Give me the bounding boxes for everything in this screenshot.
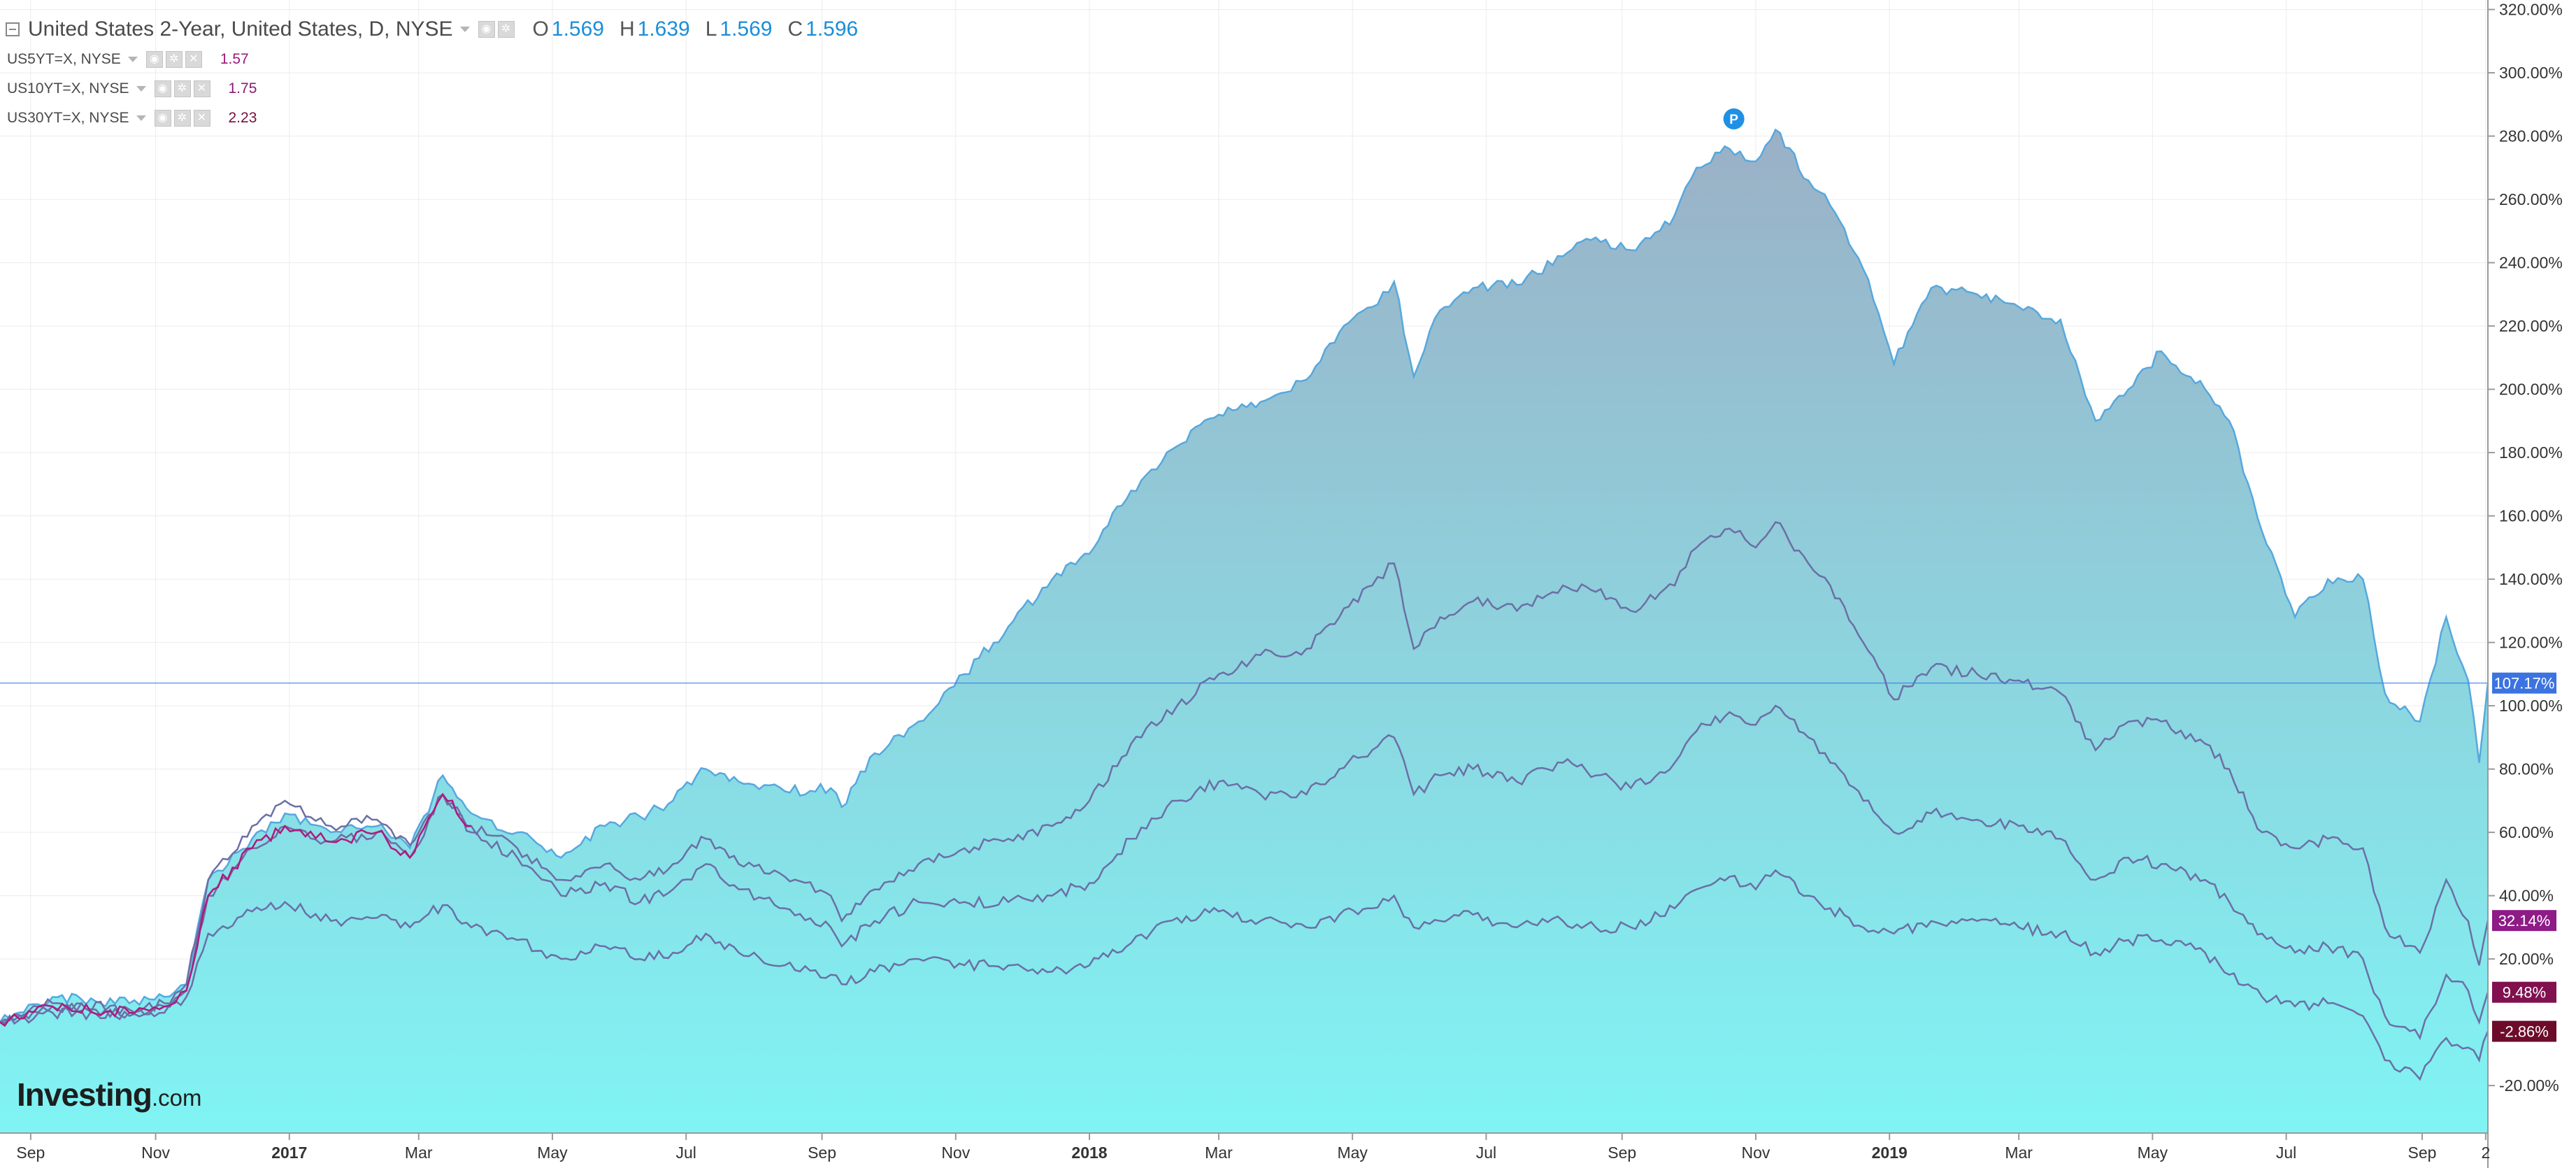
main-series-title: United States 2-Year, United States, D, … — [28, 17, 453, 41]
collapse-icon[interactable] — [6, 22, 20, 36]
eye-icon[interactable]: ◉ — [145, 51, 163, 68]
compare-legend-us30y: US30YT=X, NYSE ◉ ✲ ✕ 2.23 — [7, 108, 257, 129]
pin-letter: P — [1729, 113, 1738, 127]
time-tick-label: May — [2138, 1144, 2168, 1162]
close-value: 1.596 — [806, 17, 859, 41]
series-line-us10y — [0, 704, 2489, 1041]
primary-area-series — [0, 128, 2489, 1133]
time-tick-label: 2 — [2481, 1144, 2490, 1162]
investing-logo: Investing.com — [17, 1076, 201, 1113]
compare-name: US10YT=X, NYSE — [7, 80, 129, 97]
compare-legend-us5y: US5YT=X, NYSE ◉ ✲ ✕ 1.57 — [7, 49, 249, 70]
open-value: 1.569 — [551, 17, 604, 41]
chevron-down-icon[interactable] — [136, 86, 146, 92]
compare-value: 1.57 — [220, 51, 249, 67]
badge-current: 107.17% — [2494, 675, 2555, 692]
price-tick-label: 240.00% — [2499, 254, 2563, 272]
time-tick-label: Sep — [16, 1144, 45, 1162]
price-tick-label: 120.00% — [2499, 634, 2563, 652]
chart-legend: United States 2-Year, United States, D, … — [0, 0, 1119, 140]
time-tick-label: Nov — [941, 1144, 970, 1162]
compare-legend-us10y: US10YT=X, NYSE ◉ ✲ ✕ 1.75 — [7, 78, 257, 99]
time-tick-label: Sep — [808, 1144, 836, 1162]
price-tick-label: -20.00% — [2499, 1076, 2559, 1095]
close-icon[interactable]: ✕ — [185, 51, 202, 68]
gear-icon[interactable]: ✲ — [165, 51, 183, 68]
badge-us5y-bg — [2492, 910, 2556, 932]
high-value: 1.639 — [637, 17, 690, 41]
price-tick-label: 60.00% — [2499, 823, 2554, 841]
close-icon[interactable]: ✕ — [193, 80, 210, 97]
price-tick-label: 280.00% — [2499, 127, 2563, 145]
gear-icon[interactable]: ✲ — [173, 110, 191, 127]
gear-icon[interactable]: ✲ — [497, 21, 515, 38]
compare-value: 1.75 — [228, 80, 257, 97]
time-tick-label: Mar — [2005, 1144, 2033, 1162]
compare-name: US5YT=X, NYSE — [7, 51, 121, 67]
time-tick-label: Sep — [1608, 1144, 1636, 1162]
close-icon[interactable]: ✕ — [193, 110, 210, 127]
price-tick-label: 260.00% — [2499, 190, 2563, 208]
time-tick-label: Mar — [1205, 1144, 1233, 1162]
series-line-us5y — [0, 521, 2489, 1026]
time-tick-label: Jul — [675, 1144, 696, 1162]
series-line-us5y-early — [0, 792, 472, 1027]
eye-icon[interactable]: ◉ — [478, 21, 495, 38]
logo-brand: Investing — [17, 1076, 152, 1113]
price-tick-label: 320.00% — [2499, 1, 2563, 19]
price-tick-label: 200.00% — [2499, 380, 2563, 399]
badge-us10y: 9.48% — [2503, 984, 2546, 1002]
price-tick-label: 20.00% — [2499, 950, 2554, 968]
eye-icon[interactable]: ◉ — [154, 80, 171, 97]
price-tick-label: 160.00% — [2499, 507, 2563, 525]
badge-us10y-bg — [2492, 981, 2556, 1003]
price-tick-label: 300.00% — [2499, 64, 2563, 82]
price-tick-label: 100.00% — [2499, 697, 2563, 715]
pin-icon[interactable] — [1723, 108, 1745, 129]
logo-suffix: .com — [151, 1085, 202, 1111]
eye-icon[interactable]: ◉ — [154, 110, 171, 127]
chevron-down-icon[interactable] — [459, 27, 470, 32]
price-tick-label: 140.00% — [2499, 570, 2563, 588]
compare-value: 2.23 — [228, 110, 257, 126]
chevron-down-icon[interactable] — [136, 115, 146, 121]
high-label: H — [619, 17, 635, 41]
time-tick-label: Nov — [141, 1144, 170, 1162]
time-tick-label: May — [1337, 1144, 1368, 1162]
pin-marker[interactable]: P — [1723, 108, 1745, 129]
chevron-down-icon[interactable] — [127, 57, 138, 62]
price-tick-label: 40.00% — [2499, 887, 2554, 905]
low-value: 1.569 — [720, 17, 773, 41]
low-label: L — [705, 17, 717, 41]
comparison-series-lines — [0, 521, 2489, 1081]
time-tick-label: 2018 — [1071, 1144, 1107, 1162]
time-tick-label: May — [537, 1144, 568, 1162]
badge-us30y-bg — [2492, 1020, 2556, 1042]
price-tick-label: 180.00% — [2499, 443, 2563, 462]
badge-us30y: -2.86% — [2500, 1023, 2549, 1041]
price-tick-label: 220.00% — [2499, 317, 2563, 335]
price-tick-label: 80.00% — [2499, 760, 2554, 778]
time-tick-label: Jul — [1476, 1144, 1496, 1162]
series-line-us30y — [0, 869, 2489, 1081]
time-tick-label: Nov — [1742, 1144, 1770, 1162]
main-series-legend: United States 2-Year, United States, D, … — [6, 15, 858, 43]
gear-icon[interactable]: ✲ — [173, 80, 191, 97]
value-badges: 107.17% 32.14% 9.48% -2.86% — [2492, 672, 2556, 1042]
series-line-us2y — [0, 128, 2489, 1023]
time-tick-label: Jul — [2276, 1144, 2296, 1162]
time-tick-label: 2017 — [271, 1144, 307, 1162]
area-fill — [0, 129, 2488, 1133]
badge-current-bg — [2492, 672, 2556, 694]
time-tick-label: 2019 — [1872, 1144, 1908, 1162]
badge-us5y: 32.14% — [2498, 912, 2551, 930]
time-tick-label: Mar — [405, 1144, 433, 1162]
price-axis[interactable]: 320.00% 300.00% 280.00% 260.00% 240.00% 220.0… — [2487, 0, 2563, 1168]
compare-name: US30YT=X, NYSE — [7, 110, 129, 126]
close-label: C — [787, 17, 803, 41]
open-label: O — [532, 17, 549, 41]
time-tick-label: Sep — [2407, 1144, 2436, 1162]
time-axis[interactable]: Sep Nov 2017 Mar May Jul Sep Nov 2018 Mar May Jul Se… — [0, 1132, 2490, 1162]
